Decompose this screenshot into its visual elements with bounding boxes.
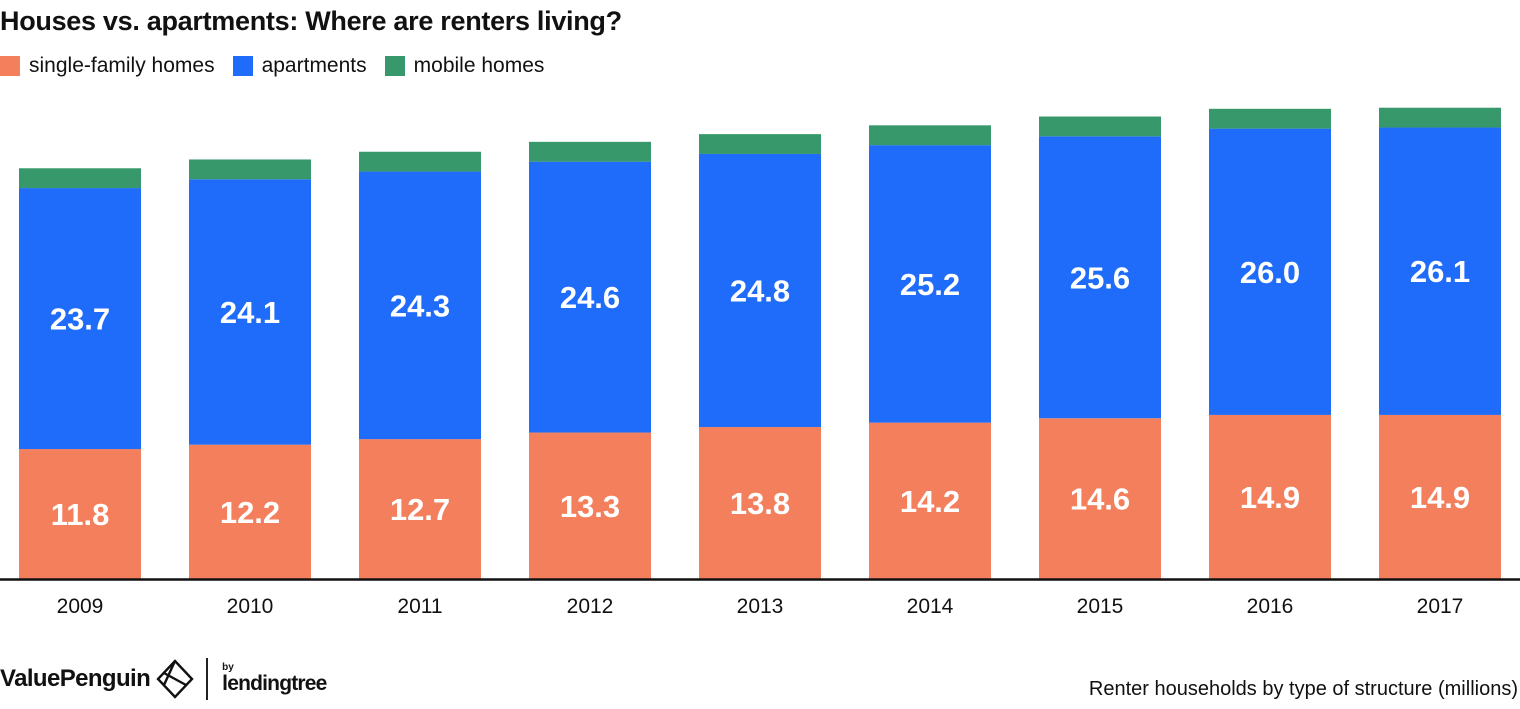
bar-single-family-homes-2017	[1379, 414, 1501, 579]
chart-caption: Renter households by type of structure (…	[1088, 678, 1518, 700]
bar-single-family-homes-2012	[529, 432, 651, 579]
lendingtree-logo-text: lendingtree	[222, 672, 327, 695]
legend-swatch-mobile-homes	[384, 56, 405, 76]
data-label-single-family-homes-2012: 13.3	[560, 489, 620, 524]
bar-single-family-homes-2011	[359, 439, 481, 579]
x-tick-label-2009: 2009	[57, 595, 104, 618]
data-label-apartments-2016: 26.0	[1240, 255, 1300, 290]
x-tick-label-2017: 2017	[1417, 595, 1464, 618]
bar-single-family-homes-2015	[1039, 418, 1161, 579]
bar-mobile-homes-2011	[359, 151, 481, 172]
data-label-single-family-homes-2013: 13.8	[730, 486, 790, 521]
legend-swatch-apartments	[232, 56, 253, 76]
bar-apartments-2013	[699, 153, 821, 428]
data-label-single-family-homes-2011: 12.7	[390, 492, 450, 527]
brand-divider	[206, 658, 209, 700]
data-label-apartments-2010: 24.1	[220, 295, 280, 330]
bar-apartments-2017	[1379, 127, 1501, 415]
legend-item-mobile-homes: mobile homes	[384, 54, 545, 78]
bar-mobile-homes-2012	[529, 141, 651, 162]
data-label-apartments-2011: 24.3	[390, 288, 450, 323]
bar-mobile-homes-2009	[19, 168, 141, 189]
data-label-apartments-2013: 24.8	[730, 273, 790, 308]
bar-mobile-homes-2015	[1039, 116, 1161, 137]
x-tick-label-2013: 2013	[737, 595, 784, 618]
x-tick-label-2011: 2011	[397, 595, 442, 618]
x-tick-label-2014: 2014	[907, 595, 954, 618]
bar-single-family-homes-2010	[189, 444, 311, 579]
chart-title: Houses vs. apartments: Where are renters…	[0, 6, 622, 36]
bar-mobile-homes-2010	[189, 159, 311, 180]
bar-mobile-homes-2013	[699, 134, 821, 154]
bar-apartments-2014	[869, 145, 991, 423]
legend-label-single-family: single-family homes	[29, 54, 215, 77]
data-label-apartments-2012: 24.6	[560, 280, 620, 315]
data-label-single-family-homes-2014: 14.2	[900, 484, 960, 519]
data-label-single-family-homes-2009: 11.8	[51, 497, 110, 532]
bar-apartments-2009	[19, 188, 141, 450]
valuepenguin-logo-text: ValuePenguin	[0, 665, 151, 692]
x-tick-label-2012: 2012	[567, 595, 614, 618]
bar-apartments-2010	[189, 179, 311, 445]
bar-single-family-homes-2013	[699, 427, 821, 579]
bar-single-family-homes-2016	[1209, 414, 1331, 579]
legend-item-single-family: single-family homes	[0, 54, 215, 78]
legend-swatch-single-family	[0, 56, 20, 76]
penguin-diamond-icon	[156, 659, 194, 699]
x-tick-label-2010: 2010	[227, 595, 274, 618]
data-label-apartments-2015: 25.6	[1070, 260, 1130, 295]
data-label-single-family-homes-2016: 14.9	[1240, 480, 1300, 515]
legend-item-apartments: apartments	[232, 54, 367, 78]
legend-label-apartments: apartments	[261, 54, 367, 77]
data-label-apartments-2014: 25.2	[900, 267, 960, 302]
bar-single-family-homes-2009	[19, 449, 141, 579]
legend-label-mobile-homes: mobile homes	[413, 54, 545, 77]
x-tick-label-2015: 2015	[1077, 595, 1124, 618]
data-label-single-family-homes-2010: 12.2	[220, 495, 280, 530]
x-tick-label-2016: 2016	[1247, 595, 1294, 618]
bar-apartments-2016	[1209, 128, 1331, 415]
bar-mobile-homes-2017	[1379, 107, 1501, 128]
data-label-single-family-homes-2015: 14.6	[1070, 482, 1130, 517]
chart-legend: single-family homes apartments mobile ho…	[0, 54, 544, 78]
by-label: by	[222, 662, 234, 673]
bar-single-family-homes-2014	[869, 422, 991, 579]
brand-footer: ValuePenguin by lendingtree	[0, 656, 327, 702]
lendingtree-logo: by lendingtree	[222, 662, 327, 695]
bar-mobile-homes-2014	[869, 125, 991, 146]
data-label-single-family-homes-2017: 14.9	[1410, 480, 1470, 515]
bar-apartments-2012	[529, 161, 651, 433]
bar-apartments-2015	[1039, 136, 1161, 419]
data-label-apartments-2017: 26.1	[1410, 254, 1470, 289]
stacked-bar-chart: 11.8 23.7 2009 12.2 24.1 2010 12.7 24.3 2011 13.3…	[0, 107, 1520, 618]
bar-apartments-2011	[359, 171, 481, 440]
data-label-apartments-2009: 23.7	[50, 302, 110, 337]
bar-mobile-homes-2016	[1209, 108, 1331, 129]
